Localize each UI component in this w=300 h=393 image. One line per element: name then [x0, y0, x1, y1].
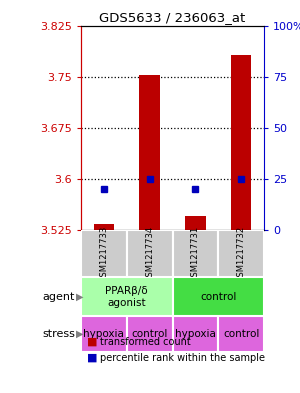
Text: control: control — [131, 329, 168, 339]
Bar — [94, 224, 114, 230]
Bar — [218, 230, 264, 277]
Bar — [231, 55, 251, 230]
Bar — [139, 75, 160, 230]
Text: ▶: ▶ — [76, 329, 83, 339]
Text: agent: agent — [43, 292, 75, 302]
Bar — [172, 230, 218, 277]
Text: PPARβ/δ
agonist: PPARβ/δ agonist — [105, 286, 148, 307]
Title: GDS5633 / 236063_at: GDS5633 / 236063_at — [99, 11, 246, 24]
Bar — [218, 316, 264, 352]
Text: ■: ■ — [87, 337, 98, 347]
Text: GSM1217731: GSM1217731 — [191, 226, 200, 281]
Bar — [172, 277, 264, 316]
Text: GSM1217734: GSM1217734 — [145, 226, 154, 281]
Text: ■: ■ — [87, 353, 98, 363]
Text: hypoxia: hypoxia — [175, 329, 216, 339]
Text: GSM1217733: GSM1217733 — [99, 225, 108, 282]
Bar — [172, 316, 218, 352]
Text: control: control — [223, 329, 259, 339]
Bar — [185, 216, 206, 230]
Bar — [81, 277, 172, 316]
Bar — [81, 230, 127, 277]
Text: ▶: ▶ — [76, 292, 83, 302]
Bar — [127, 230, 172, 277]
Text: GSM1217732: GSM1217732 — [237, 226, 246, 281]
Text: hypoxia: hypoxia — [83, 329, 124, 339]
Text: control: control — [200, 292, 236, 302]
Text: transformed count: transformed count — [100, 337, 191, 347]
Bar — [127, 316, 172, 352]
Bar — [81, 316, 127, 352]
Text: percentile rank within the sample: percentile rank within the sample — [100, 353, 266, 363]
Text: stress: stress — [42, 329, 75, 339]
